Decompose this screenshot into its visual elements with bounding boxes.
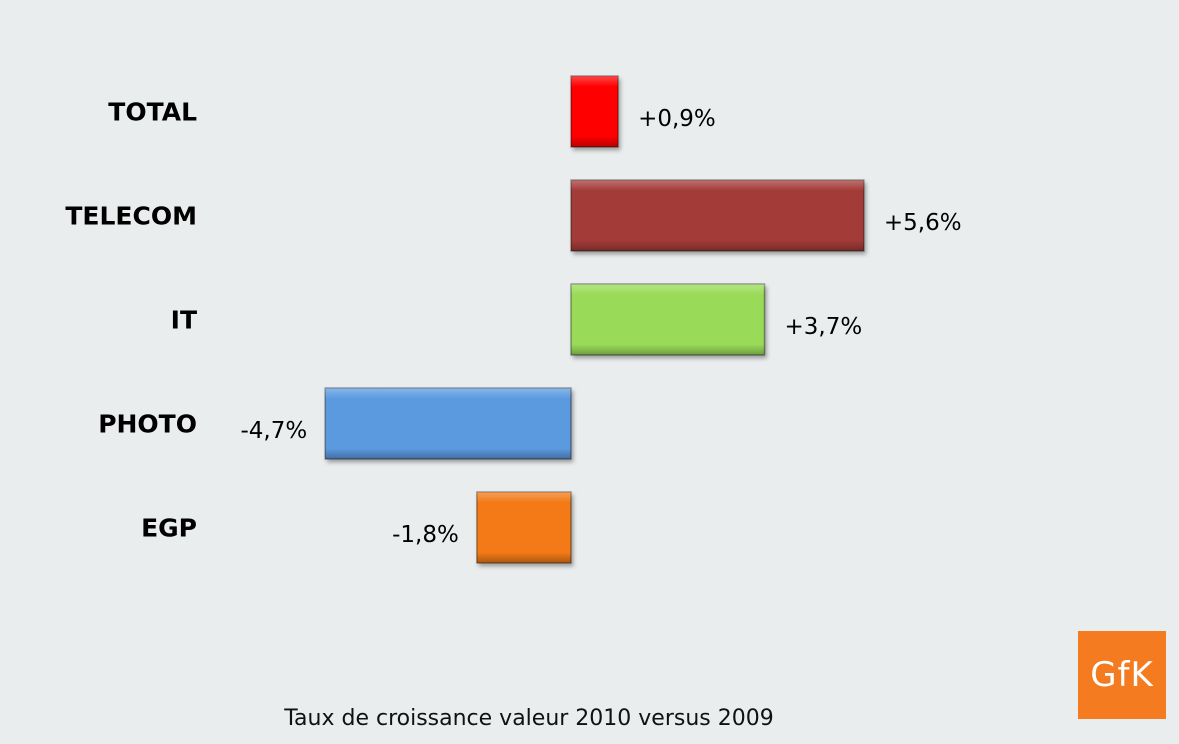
- bar-bevel-total: [571, 76, 619, 147]
- bar-total: [570, 75, 619, 148]
- value-label-egp: -1,8%: [392, 522, 459, 548]
- category-label-egp: EGP: [141, 514, 197, 543]
- bar-photo: [324, 387, 572, 460]
- gfk-logo: GfK: [1078, 631, 1166, 719]
- value-label-it: +3,7%: [785, 314, 863, 340]
- category-label-telecom: TELECOM: [65, 202, 197, 231]
- bar-telecom: [570, 179, 865, 252]
- bar-bevel-egp: [476, 492, 571, 563]
- bar-bevel-telecom: [571, 180, 864, 251]
- bar-bevel-it: [571, 284, 765, 355]
- category-label-total: TOTAL: [108, 98, 197, 127]
- bars-layer: TOTAL +0,9% TELECOM +5,6% IT +3,7% PHOTO -4,7% E…: [65, 75, 962, 564]
- bar-bevel-photo: [325, 388, 571, 459]
- value-label-total: +0,9%: [638, 106, 716, 132]
- bar-it: [570, 283, 766, 356]
- value-label-telecom: +5,6%: [884, 210, 962, 236]
- x-axis-label: Taux de croissance valeur 2010 versus 20…: [284, 706, 774, 731]
- category-label-it: IT: [171, 306, 197, 335]
- bar-egp: [476, 491, 572, 564]
- value-label-photo: -4,7%: [240, 418, 307, 444]
- category-label-photo: PHOTO: [98, 410, 197, 439]
